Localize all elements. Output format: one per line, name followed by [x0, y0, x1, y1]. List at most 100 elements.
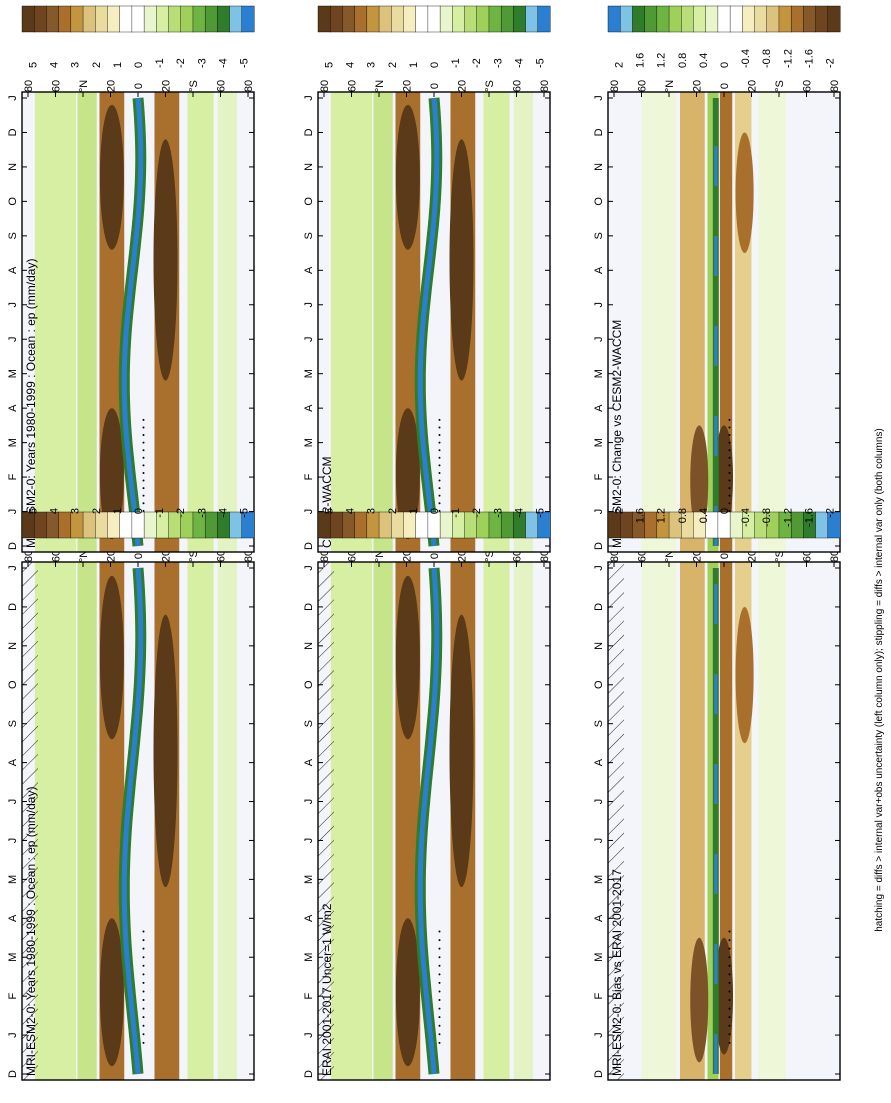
colorbar-segment: [644, 5, 658, 33]
colorbar-segment: [513, 5, 527, 33]
y-tick-label: 0: [719, 553, 731, 559]
colorbar-segment: [317, 511, 331, 539]
stipple-dot: [728, 441, 731, 444]
colorbar-label: 5: [324, 62, 336, 68]
contour-band: [513, 92, 533, 552]
colorbar-segment: [403, 5, 417, 33]
y-tick-label: 60: [512, 550, 524, 562]
y-tick-label: 80: [609, 80, 621, 92]
x-tick-label: J: [593, 565, 605, 571]
colorbar-segment: [415, 511, 429, 539]
stipple-dot: [728, 434, 731, 437]
colorbar-segment: [668, 5, 682, 33]
x-tick-label: F: [7, 473, 19, 480]
x-tick-label: A: [593, 758, 605, 766]
y-tick-label: °N: [78, 550, 90, 562]
colorbar-label: 0.4: [698, 53, 710, 68]
stipple-dot: [142, 1016, 145, 1019]
stipple-dot: [438, 939, 441, 942]
y-tick-label: 20: [457, 550, 469, 562]
x-tick-label: D: [303, 542, 315, 550]
x-tick-label: J: [303, 1032, 315, 1038]
stipple-dot: [438, 1041, 441, 1044]
contour-band: [34, 562, 77, 1080]
colorbar-label: 0: [429, 62, 441, 68]
x-tick-label: N: [593, 163, 605, 171]
x-tick-label: O: [593, 680, 605, 689]
core: [99, 408, 124, 540]
x-tick-label: J: [303, 799, 315, 805]
y-tick-label: °N: [664, 550, 676, 562]
panel-title: ERAI 2001-2017 Uncer=1 W/m2: [320, 903, 334, 1076]
colorbar-segment: [803, 5, 817, 33]
x-tick-label: J: [303, 565, 315, 571]
stipple-dot: [438, 1007, 441, 1010]
x-tick-label: D: [593, 603, 605, 611]
y-tick-label: 80: [609, 550, 621, 562]
core: [99, 575, 124, 740]
y-tick-label: 80: [829, 80, 841, 92]
y-tick-label: °S: [188, 80, 200, 92]
contour-band: [187, 562, 214, 1080]
x-tick-label: S: [303, 720, 315, 727]
colorbar-label: -1: [450, 58, 462, 68]
stipple-dot: [728, 509, 731, 512]
stipple-dot: [438, 509, 441, 512]
y-tick-label: °S: [774, 80, 786, 92]
colorbar-segment: [754, 5, 768, 33]
x-tick-label: F: [593, 993, 605, 1000]
x-tick-label: F: [593, 473, 605, 480]
stipple-dot: [438, 418, 441, 421]
contour-band: [758, 562, 786, 1080]
stipple-dot: [438, 1024, 441, 1027]
x-tick-label: J: [7, 95, 19, 101]
core: [153, 139, 178, 381]
stipple-dot: [728, 939, 731, 942]
contour-band: [217, 92, 237, 552]
colorbar-segment: [693, 5, 707, 33]
colorbar-segment: [95, 511, 108, 539]
panel-3: D J F M A M J J A S O N D J 80 60 °N 20 0 20 °S 60 80 ERAI 2001…: [303, 550, 551, 1081]
contour-band: [483, 562, 510, 1080]
x-tick-label: J: [7, 509, 19, 515]
stipple-dot: [728, 956, 731, 959]
x-tick-label: A: [7, 758, 19, 766]
colorbar-label: 5: [28, 508, 40, 514]
y-tick-label: 0: [133, 553, 145, 559]
colorbar-segment: [620, 511, 633, 539]
colorbar-label: 4: [49, 62, 61, 68]
colorbar-segment: [500, 5, 514, 33]
colorbar-label: 5: [324, 508, 336, 514]
colorbar-segment: [131, 5, 145, 33]
stipple-dot: [728, 990, 731, 993]
x-tick-label: S: [7, 720, 19, 727]
colorbar-label: 2: [387, 508, 399, 514]
stipple-dot: [142, 441, 145, 444]
colorbar-segment: [717, 511, 731, 539]
stipple-dot: [728, 479, 731, 482]
y-tick-label: 20: [692, 550, 704, 562]
x-tick-label: F: [7, 993, 19, 1000]
colorbar-segment: [439, 5, 453, 33]
y-tick-label: °N: [374, 550, 386, 562]
colorbar-1: 5 4 3 2 1 0 -1 -2 -3 -4 -5: [21, 508, 255, 539]
x-tick-label: O: [593, 197, 605, 206]
y-tick-label: 60: [51, 550, 63, 562]
y-tick-label: 80: [319, 550, 331, 562]
colorbar-4: 5 4 3 2 1 0 -1 -2 -3 -4 -5: [317, 5, 551, 68]
colorbar-segment: [488, 5, 502, 33]
colorbar-segment: [229, 5, 243, 33]
colorbar-label: 4: [49, 508, 61, 514]
colorbar-label: 0: [719, 62, 731, 68]
colorbar-segment: [790, 5, 804, 33]
colorbar-label: -1.2: [782, 508, 794, 527]
y-tick-label: 20: [692, 80, 704, 92]
x-tick-label: N: [303, 163, 315, 171]
y-tick-label: 80: [539, 550, 551, 562]
hatching: [22, 562, 38, 1080]
colorbar-segment: [354, 511, 368, 539]
colorbar-label: -2: [471, 508, 483, 518]
x-tick-label: N: [593, 642, 605, 650]
y-tick-label: 80: [539, 80, 551, 92]
y-tick-label: 80: [829, 550, 841, 562]
